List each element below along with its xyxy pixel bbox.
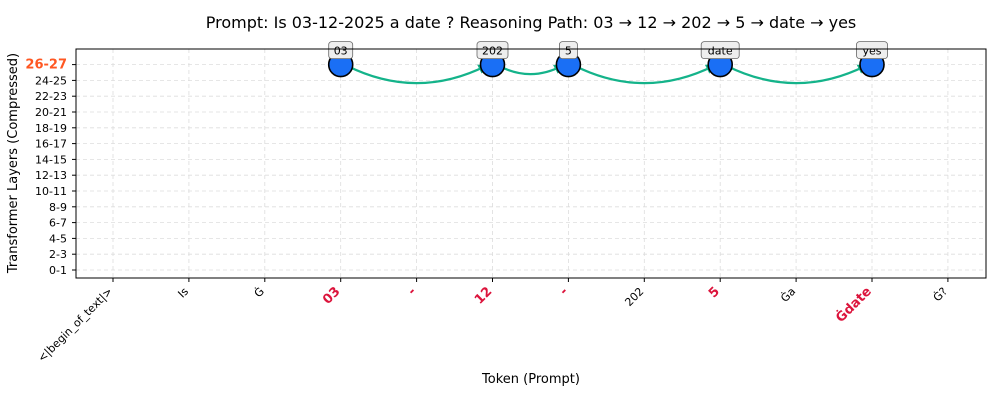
x-tick-label: 202 xyxy=(622,285,646,309)
y-tick-label: 22-23 xyxy=(35,90,67,103)
point-label: 03 xyxy=(334,45,348,58)
y-tick-label: 0-1 xyxy=(49,264,67,277)
point-label-box xyxy=(700,41,740,59)
x-tick-label: <|begin_of_text|> xyxy=(35,285,115,365)
x-axis-label: Token (Prompt) xyxy=(481,372,580,387)
y-tick-label: 8-9 xyxy=(49,201,67,214)
y-tick-label: 14-15 xyxy=(35,153,67,166)
y-tick-label: 16-17 xyxy=(35,138,67,151)
y-tick-label: 12-13 xyxy=(35,169,67,182)
x-ticks: <|begin_of_text|> Is Ġ 03 - 12 - 202 5 Ġa Ġdate Ġ? xyxy=(35,278,950,365)
y-tick-label: 26-27 xyxy=(25,58,67,73)
arrows xyxy=(346,64,868,85)
x-tick-label: 5 xyxy=(706,284,723,301)
plot-frame xyxy=(75,48,987,279)
point-labels: 03 202 5 date yes xyxy=(328,41,888,59)
path-arrow xyxy=(573,64,716,85)
grid xyxy=(76,49,986,278)
point-label: 5 xyxy=(565,45,572,58)
y-ticks: 0-1 2-3 4-5 6-7 8-9 10-11 12-13 14-15 16-17 18-19… xyxy=(25,58,76,277)
point-label-box xyxy=(476,41,509,59)
point-label-box xyxy=(559,41,578,59)
x-tick-label: - xyxy=(557,284,571,298)
point-label: yes xyxy=(862,45,881,58)
y-tick-label: 4-5 xyxy=(49,232,67,245)
path-arrow xyxy=(497,64,565,76)
y-axis-label: Transformer Layers (Compressed) xyxy=(6,53,21,274)
x-tick-label: Is xyxy=(175,285,191,301)
y-tick-label: 10-11 xyxy=(35,185,67,198)
x-tick-label: Ġ xyxy=(252,285,267,300)
y-tick-label: 24-25 xyxy=(35,74,67,87)
y-tick-label: 18-19 xyxy=(35,122,67,135)
y-tick-label: 6-7 xyxy=(49,217,67,230)
path-arrow xyxy=(725,64,868,85)
point-label: date xyxy=(708,45,733,58)
x-tick-label: Ġdate xyxy=(833,283,875,325)
x-tick-label: Ġ? xyxy=(931,285,950,304)
path-arrow xyxy=(346,64,489,85)
point-label-box xyxy=(328,41,354,59)
y-tick-label: 20-21 xyxy=(35,106,67,119)
x-tick-label: - xyxy=(405,284,419,298)
x-tick-label: 12 xyxy=(472,284,495,307)
y-tick-label: 2-3 xyxy=(49,248,67,261)
point-label-box xyxy=(856,41,888,59)
point-label: 202 xyxy=(482,45,503,58)
chart-title: Prompt: Is 03-12-2025 a date ? Reasoning… xyxy=(206,13,857,32)
x-tick-label: 03 xyxy=(320,284,343,307)
x-tick-label: Ġa xyxy=(778,285,798,305)
